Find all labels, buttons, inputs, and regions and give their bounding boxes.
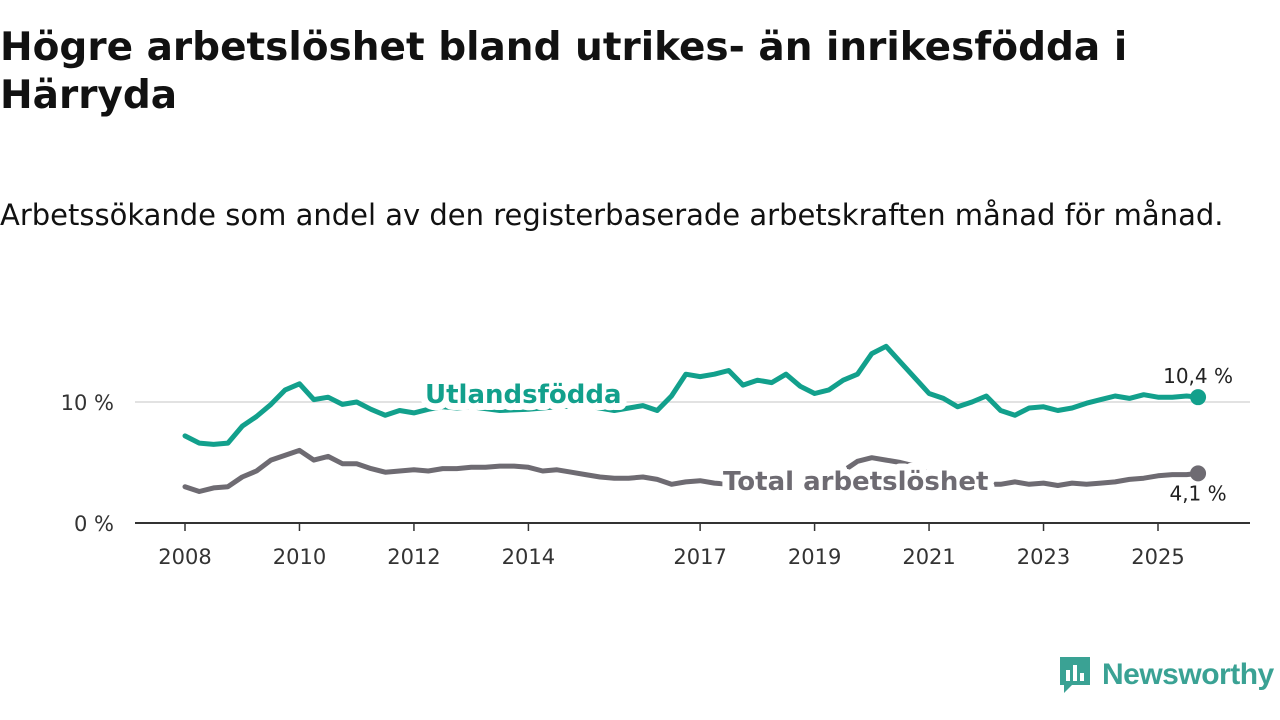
chart-title: Högre arbetslöshet bland utrikes- än inr… [0, 25, 1128, 118]
series-labels: 10,4 %4,1 %UtlandsföddaUtlandsföddaTotal… [418, 364, 1233, 505]
newsworthy-logo-icon [1060, 657, 1090, 693]
end-point-total [1190, 465, 1207, 482]
series-label-total-halo: Total arbetslöshet [723, 467, 988, 497]
line-chart: 0 % 10 % 2008 2010 2012 2014 2017 2019 2021 2023 2… [61, 343, 1250, 569]
brand-name: Newsworthy [1102, 658, 1274, 691]
x-tick-label: 2025 [1131, 545, 1184, 569]
newsworthy-brand: Newsworthy [1058, 653, 1274, 697]
x-axis: 0 % 10 % 2008 2010 2012 2014 2017 2019 2021 2023 2… [61, 391, 1250, 569]
x-tick-label: 2010 [273, 545, 326, 569]
end-label-total: 4,1 % [1169, 481, 1226, 505]
series-line-total [182, 447, 1201, 494]
x-tick-label: 2021 [902, 545, 955, 569]
series-label-total: Total arbetslöshet [723, 467, 988, 497]
end-point-utlandsfodda [1190, 389, 1207, 406]
x-tick-label: 2012 [387, 545, 440, 569]
end-label-utlandsfodda: 10,4 % [1163, 364, 1233, 388]
series-line-utlandsfodda [182, 343, 1201, 447]
x-tick-label: 2014 [502, 545, 555, 569]
x-tick-label: 2023 [1017, 545, 1070, 569]
series-label-utlandsfodda-halo: Utlandsfödda [425, 380, 622, 410]
x-tick-label: 2017 [673, 545, 726, 569]
chart-subtitle: Arbetssökande som andel av den registerb… [0, 198, 1224, 232]
y-tick-label: 10 % [61, 391, 114, 415]
series-label-utlandsfodda: Utlandsfödda [425, 380, 622, 410]
series-lines [182, 343, 1207, 494]
y-tick-label: 0 % [74, 512, 114, 536]
x-tick-label: 2008 [158, 545, 211, 569]
x-tick-label: 2019 [788, 545, 841, 569]
